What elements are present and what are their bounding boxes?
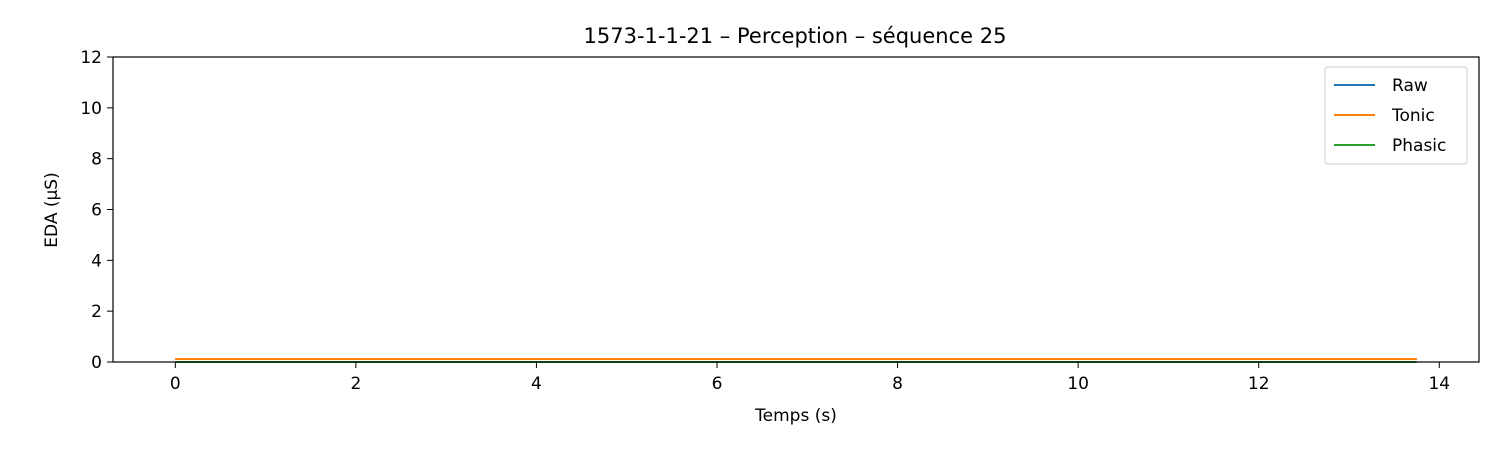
legend: Raw Tonic Phasic xyxy=(1324,66,1468,165)
legend-label-tonic: Tonic xyxy=(1391,106,1435,126)
y-tick-label: 4 xyxy=(91,251,102,271)
y-tick-label: 6 xyxy=(91,201,102,221)
legend-box xyxy=(1324,66,1468,165)
x-tick-label: 10 xyxy=(1067,374,1089,394)
legend-label-phasic: Phasic xyxy=(1392,136,1446,156)
x-tick-label: 14 xyxy=(1428,374,1450,394)
y-tick-label: 12 xyxy=(80,48,102,68)
y-tick-label: 0 xyxy=(91,353,102,373)
x-tick-label: 4 xyxy=(531,374,542,394)
x-axis-label: Temps (s) xyxy=(754,406,837,426)
x-axis: 0 2 4 6 8 10 12 14 xyxy=(170,362,1450,394)
x-tick-label: 0 xyxy=(170,374,181,394)
x-tick-label: 6 xyxy=(712,374,723,394)
legend-label-raw: Raw xyxy=(1392,76,1428,96)
y-axis: 0 2 4 6 8 10 12 xyxy=(80,48,113,373)
x-tick-label: 2 xyxy=(350,374,361,394)
x-tick-label: 8 xyxy=(892,374,903,394)
x-tick-label: 12 xyxy=(1248,374,1270,394)
y-tick-label: 2 xyxy=(91,302,102,322)
y-tick-label: 10 xyxy=(80,99,102,119)
y-tick-label: 8 xyxy=(91,150,102,170)
y-axis-label: EDA (µS) xyxy=(42,172,62,247)
chart-title: 1573-1-1-21 – Perception – séquence 25 xyxy=(584,24,1007,48)
